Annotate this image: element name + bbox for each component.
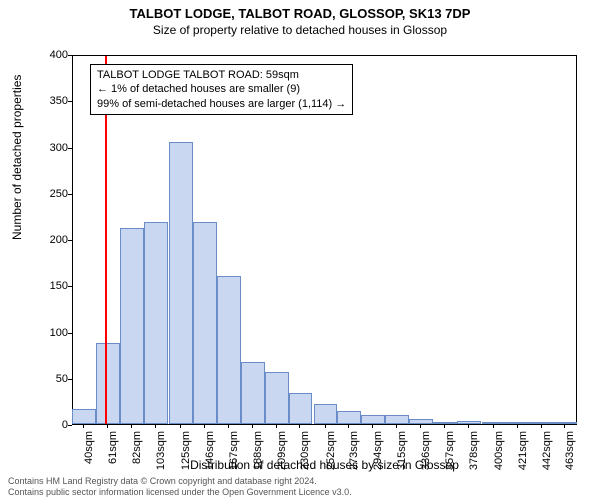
annotation-line-3: 99% of semi-detached houses are larger (… [97, 97, 346, 111]
x-tick-label: 252sqm [325, 431, 337, 470]
x-tick-label: 167sqm [228, 431, 240, 470]
x-tick-mark [493, 424, 494, 428]
histogram-bar [506, 422, 530, 424]
x-tick-label: 336sqm [420, 431, 432, 470]
y-tick-mark [68, 286, 72, 287]
y-tick-mark [68, 425, 72, 426]
histogram-bar [314, 404, 338, 424]
y-tick-label: 300 [28, 142, 68, 154]
histogram-bar [72, 409, 96, 424]
chart-title-sub: Size of property relative to detached ho… [0, 21, 600, 37]
histogram-bar [457, 421, 481, 424]
chart-title-main: TALBOT LODGE, TALBOT ROAD, GLOSSOP, SK13… [0, 0, 600, 21]
x-tick-mark [276, 424, 277, 428]
x-tick-mark [372, 424, 373, 428]
x-tick-label: 421sqm [517, 431, 529, 470]
x-tick-label: 400sqm [493, 431, 505, 470]
x-tick-label: 103sqm [155, 431, 167, 470]
x-tick-label: 125sqm [180, 431, 192, 470]
histogram-bar [530, 422, 554, 424]
y-tick-label: 400 [28, 49, 68, 61]
y-tick-label: 150 [28, 280, 68, 292]
x-tick-mark [348, 424, 349, 428]
x-tick-label: 463sqm [564, 431, 576, 470]
y-tick-mark [68, 55, 72, 56]
histogram-bar [169, 142, 193, 424]
y-tick-label: 200 [28, 234, 68, 246]
x-tick-label: 209sqm [276, 431, 288, 470]
x-tick-mark [204, 424, 205, 428]
x-tick-label: 378sqm [468, 431, 480, 470]
x-tick-mark [299, 424, 300, 428]
histogram-bar [265, 372, 289, 424]
histogram-bar [241, 362, 265, 424]
annotation-line-2: ← 1% of detached houses are smaller (9) [97, 82, 346, 96]
y-tick-label: 50 [28, 373, 68, 385]
y-tick-label: 250 [28, 188, 68, 200]
histogram-bar [193, 222, 217, 424]
annotation-line-1: TALBOT LODGE TALBOT ROAD: 59sqm [97, 68, 346, 82]
histogram-bar [217, 276, 241, 424]
x-tick-mark [228, 424, 229, 428]
x-tick-mark [107, 424, 108, 428]
footer-line-1: Contains HM Land Registry data © Crown c… [8, 476, 592, 487]
y-tick-label: 100 [28, 327, 68, 339]
footer-line-2: Contains public sector information licen… [8, 487, 592, 498]
x-tick-label: 273sqm [348, 431, 360, 470]
x-tick-label: 82sqm [131, 431, 143, 464]
x-tick-mark [517, 424, 518, 428]
y-tick-mark [68, 333, 72, 334]
y-tick-mark [68, 194, 72, 195]
x-tick-mark [180, 424, 181, 428]
x-tick-mark [131, 424, 132, 428]
annotation-box: TALBOT LODGE TALBOT ROAD: 59sqm ← 1% of … [90, 64, 353, 115]
x-tick-mark [444, 424, 445, 428]
x-tick-mark [325, 424, 326, 428]
histogram-bar [120, 228, 144, 424]
x-tick-mark [420, 424, 421, 428]
x-tick-label: 442sqm [541, 431, 553, 470]
x-tick-label: 230sqm [299, 431, 311, 470]
histogram-bar [96, 343, 120, 424]
y-axis-label: Number of detached properties [10, 75, 24, 240]
y-tick-mark [68, 148, 72, 149]
x-tick-mark [541, 424, 542, 428]
x-tick-mark [564, 424, 565, 428]
histogram-bar [409, 419, 433, 424]
x-tick-mark [468, 424, 469, 428]
x-tick-mark [83, 424, 84, 428]
x-tick-label: 61sqm [107, 431, 119, 464]
chart-container: TALBOT LODGE, TALBOT ROAD, GLOSSOP, SK13… [0, 0, 600, 500]
footer-attribution: Contains HM Land Registry data © Crown c… [8, 476, 592, 498]
x-tick-label: 40sqm [83, 431, 95, 464]
histogram-bar [361, 415, 385, 424]
histogram-bar [482, 422, 506, 424]
histogram-bar [144, 222, 168, 424]
x-tick-label: 315sqm [396, 431, 408, 470]
histogram-bar [337, 411, 361, 424]
x-tick-mark [396, 424, 397, 428]
y-tick-label: 0 [28, 419, 68, 431]
x-tick-label: 188sqm [252, 431, 264, 470]
x-tick-label: 146sqm [204, 431, 216, 470]
histogram-bar [385, 415, 409, 424]
y-tick-mark [68, 240, 72, 241]
x-tick-mark [155, 424, 156, 428]
x-tick-mark [252, 424, 253, 428]
x-tick-label: 357sqm [444, 431, 456, 470]
histogram-bar [289, 393, 313, 424]
y-tick-label: 350 [28, 95, 68, 107]
y-tick-mark [68, 101, 72, 102]
x-tick-label: 294sqm [372, 431, 384, 470]
y-tick-mark [68, 379, 72, 380]
